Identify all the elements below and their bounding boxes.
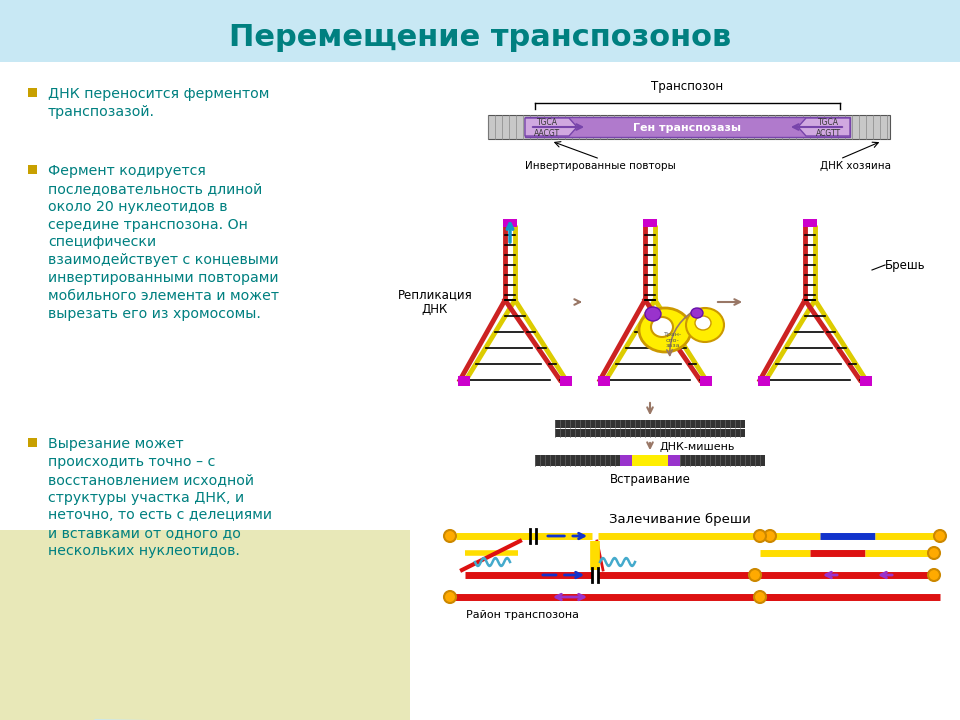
Text: Залечивание бреши: Залечивание бреши <box>609 513 751 526</box>
Ellipse shape <box>639 308 691 352</box>
Bar <box>668 455 680 466</box>
Bar <box>700 376 712 386</box>
Text: Район транспозона: Район транспозона <box>466 610 579 620</box>
Ellipse shape <box>695 316 711 330</box>
Bar <box>560 376 572 386</box>
Bar <box>0 0 960 62</box>
Text: TGCA
ACGTT: TGCA ACGTT <box>815 118 841 138</box>
Circle shape <box>934 530 946 542</box>
Bar <box>680 455 765 466</box>
Bar <box>28 438 37 447</box>
Text: Транспозон: Транспозон <box>651 80 723 93</box>
Bar <box>758 376 770 386</box>
Text: Вырезание может
происходить точно – с
восстановлением исходной
структуры участка: Вырезание может происходить точно – с во… <box>48 437 272 558</box>
Bar <box>860 376 872 386</box>
Text: ДНК переносится ферментом
транспозазой.: ДНК переносится ферментом транспозазой. <box>48 87 270 119</box>
Bar <box>555 420 745 428</box>
Text: Ген транспозазы: Ген транспозазы <box>633 123 741 133</box>
Bar <box>488 115 890 139</box>
Circle shape <box>444 591 456 603</box>
Bar <box>458 376 470 386</box>
Circle shape <box>749 569 761 581</box>
Circle shape <box>928 569 940 581</box>
Circle shape <box>754 591 766 603</box>
Bar <box>28 88 37 97</box>
Bar <box>632 455 668 466</box>
Text: Репликация
ДНК: Репликация ДНК <box>397 288 472 316</box>
Text: TGCA
AACGT: TGCA AACGT <box>534 118 560 138</box>
Text: Брешь: Брешь <box>885 258 925 271</box>
Bar <box>620 455 632 466</box>
Text: Встраивание: Встраивание <box>610 473 690 486</box>
Text: ДНК хозяина: ДНК хозяина <box>820 161 891 171</box>
Polygon shape <box>798 118 850 136</box>
Circle shape <box>764 530 776 542</box>
Bar <box>803 219 817 227</box>
Bar <box>28 165 37 174</box>
Ellipse shape <box>691 308 703 318</box>
Circle shape <box>928 547 940 559</box>
Bar <box>535 455 620 466</box>
Bar <box>525 117 850 137</box>
Bar <box>643 219 657 227</box>
Text: ДНК-мишень: ДНК-мишень <box>660 442 735 452</box>
Ellipse shape <box>645 307 661 321</box>
Text: Фермент кодируется
последовательность длиной
около 20 нуклеотидов в
середине тра: Фермент кодируется последовательность дл… <box>48 164 279 321</box>
Bar <box>0 530 410 720</box>
Circle shape <box>444 530 456 542</box>
Text: Инвертированные повторы: Инвертированные повторы <box>524 161 676 171</box>
Bar <box>598 376 610 386</box>
Bar <box>503 219 517 227</box>
Circle shape <box>754 530 766 542</box>
Text: Тран-
спо-
заза: Тран- спо- заза <box>664 332 682 348</box>
Bar <box>555 429 745 437</box>
Polygon shape <box>525 118 577 136</box>
Ellipse shape <box>686 308 724 342</box>
Text: Перемещение транспозонов: Перемещение транспозонов <box>228 24 732 53</box>
Ellipse shape <box>651 317 673 337</box>
